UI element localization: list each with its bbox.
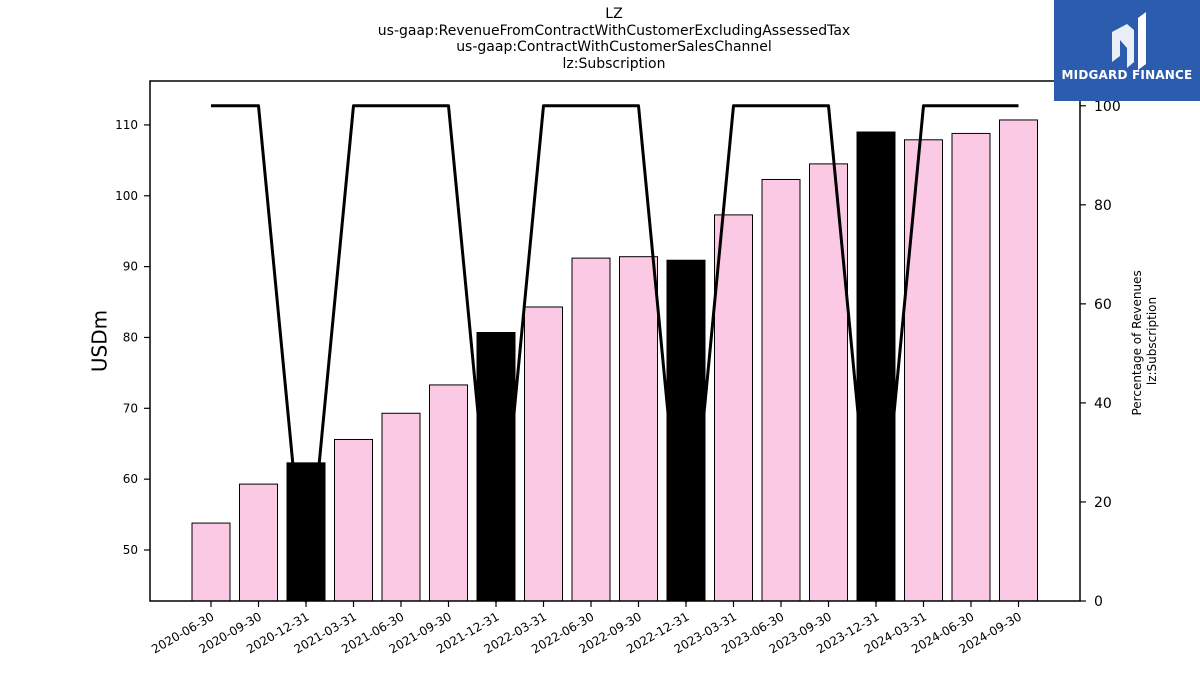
plot-frame [149,80,1081,602]
bar-2020-09-30 [239,483,278,602]
chart-subtitle-member: lz:Subscription [562,55,666,72]
y-tick-label: 100 [115,189,138,203]
y-tick-label: 60 [123,472,138,486]
bar-2022-03-31 [524,306,563,602]
bar-2021-09-30 [429,384,468,602]
y-tick-label: 70 [123,401,138,415]
bar-2023-12-31 [856,131,896,602]
bar-2022-09-30 [619,256,658,602]
y2-axis-label: Percentage of Revenues lz:Subscription [1130,266,1159,415]
y-tick-label: 80 [123,330,138,344]
y-tick-label: 90 [123,260,138,274]
bar-2023-06-30 [761,178,801,602]
percentage-line [211,104,1019,603]
y2-tick-label: 80 [1094,198,1112,214]
midgard-logo-icon [1112,12,1146,70]
y-axis-label: USDm [88,310,112,372]
bar-2024-06-30 [951,132,991,602]
y2-tick-label: 60 [1094,297,1112,313]
y-axis-right-ticks: 0 20 40 60 80 100 [1080,99,1121,610]
y-tick-label: 50 [123,543,138,557]
y2-tick-label: 100 [1094,99,1121,115]
midgard-finance-logo: MIDGARD FINANCE [1054,0,1200,101]
y2-tick-label: 40 [1094,396,1112,412]
chart-subtitle-concept: us-gaap:RevenueFromContractWithCustomerE… [377,22,851,39]
chart-title: LZ [605,6,623,22]
y-axis-left-ticks: 50 60 70 80 90 100 110 [115,118,150,557]
bar-2024-09-30 [999,119,1038,602]
y2-tick-label: 0 [1094,594,1103,610]
y2-tick-label: 20 [1094,495,1112,511]
bar-2021-03-31 [334,438,373,602]
bar-2020-12-31 [286,462,326,602]
bar-series [191,119,1038,602]
y2-axis-label-line1: Percentage of Revenues [1130,270,1144,415]
bar-2022-06-30 [571,257,611,602]
percentage-line-series [211,104,1019,603]
chart-title-block: LZ us-gaap:RevenueFromContractWithCustom… [0,6,1200,72]
bar-2024-03-31 [904,139,943,602]
chart-subtitle-axis: us-gaap:ContractWithCustomerSalesChannel [456,39,772,55]
bar-2020-06-30 [191,522,231,602]
x-axis-ticks: 2020-06-302020-09-302020-12-312021-03-31… [149,601,1024,656]
logo-text: MIDGARD FINANCE [1061,68,1193,82]
bar-2022-12-31 [666,259,706,602]
y-tick-label: 110 [115,118,138,132]
y2-axis-label-line2: lz:Subscription [1145,297,1159,385]
bar-2021-06-30 [381,412,421,602]
bar-2023-03-31 [714,214,753,602]
